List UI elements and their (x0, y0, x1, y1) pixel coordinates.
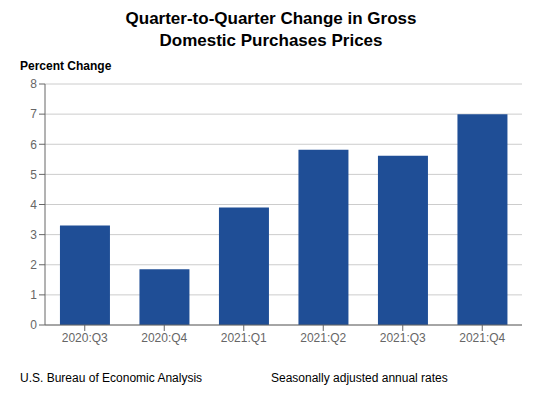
html-text:Quarter-to-Quarter Change in G: Quarter-to-Quarter Change in Gross (125, 9, 417, 28)
svg-text:4: 4 (30, 198, 37, 212)
svg-text:1: 1 (30, 288, 37, 302)
svg-text:2021:Q1: 2021:Q1 (221, 331, 267, 345)
svg-text:3: 3 (30, 228, 37, 242)
svg-text:2021:Q3: 2021:Q3 (380, 331, 426, 345)
svg-text:2: 2 (30, 258, 37, 272)
svg-text:5: 5 (30, 168, 37, 182)
svg-text:0: 0 (30, 318, 37, 332)
svg-text:7: 7 (30, 107, 37, 121)
svg-text:8: 8 (30, 77, 37, 91)
html-text:Seasonally adjusted annual rat: Seasonally adjusted annual rates (271, 371, 448, 385)
html-text:Percent Change: Percent Change (20, 59, 112, 73)
html-text:U.S. Bureau of Economic Analys: U.S. Bureau of Economic Analysis (20, 371, 203, 385)
svg-text:2021:Q2: 2021:Q2 (300, 331, 346, 345)
svg-text:2020:Q3: 2020:Q3 (62, 331, 108, 345)
html-text:Domestic Purchases Prices: Domestic Purchases Prices (159, 31, 383, 50)
svg-text:2020:Q4: 2020:Q4 (141, 331, 187, 345)
svg-text:2021:Q4: 2021:Q4 (459, 331, 505, 345)
svg-text:6: 6 (30, 138, 37, 152)
